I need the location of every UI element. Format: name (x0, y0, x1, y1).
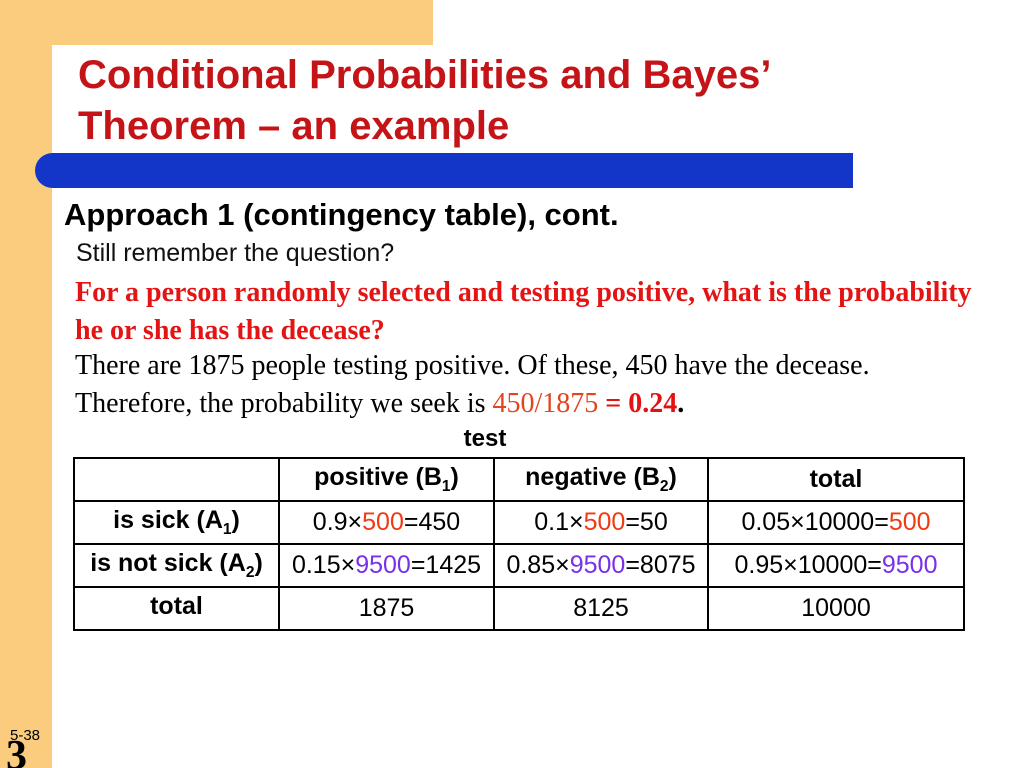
table-cell: 0.1×500=50 (493, 500, 709, 545)
header-subscript: 1 (441, 478, 451, 495)
cell-highlight: 500 (362, 508, 404, 536)
header-total: total (707, 457, 965, 502)
cell-text: 0.1× (534, 508, 584, 536)
cell-text: 0.85× (506, 551, 570, 579)
slide-number: 3 (6, 733, 27, 768)
conclusion-period: . (677, 388, 685, 419)
cell-text: =50 (625, 508, 668, 536)
slide-title-line1: Conditional Probabilities and Bayes’ (78, 53, 772, 97)
table-cell: 0.85×9500=8075 (493, 543, 709, 588)
row-label-subscript: 2 (245, 564, 255, 581)
fact-text: There are 1875 people testing positive. … (75, 350, 870, 381)
title-underline-bar (35, 153, 853, 188)
header-text: negative (B (525, 463, 660, 491)
table-cell: 10000 (707, 586, 965, 631)
section-heading: Approach 1 (contingency table), cont. (64, 197, 619, 232)
table-cell: 0.15×9500=1425 (278, 543, 495, 588)
row-label-is-sick: is sick (A1) (73, 500, 280, 545)
table-row: total 1875 8125 10000 (73, 586, 965, 631)
page-number-label: 5-38 (10, 727, 41, 744)
table-row: is sick (A1) 0.9×500=450 0.1×500=50 0.05… (73, 500, 965, 545)
table-cell: 0.05×10000=500 (707, 500, 965, 545)
row-label-text: ) (231, 506, 240, 534)
conclusion-result: = 0.24 (598, 388, 678, 419)
cell-highlight: 9500 (569, 551, 626, 579)
header-empty (73, 457, 280, 502)
header-positive: positive (B1) (278, 457, 495, 502)
cell-highlight: 500 (888, 508, 931, 536)
conclusion-fraction: 450/1875 (492, 388, 599, 419)
row-label-is-not-sick: is not sick (A2) (73, 543, 280, 588)
cell-text: 10000 (801, 594, 871, 622)
header-text: total (809, 465, 863, 493)
table-caption: test (463, 425, 507, 452)
question-line2: he or she has the decease? (75, 315, 385, 346)
cell-highlight: 9500 (355, 551, 411, 579)
header-text: ) (450, 463, 459, 491)
slide-title: Conditional Probabilities and Bayes’ Theo… (78, 50, 771, 152)
cell-highlight: 500 (583, 508, 626, 536)
table-header-row: positive (B1) negative (B2) total (73, 457, 965, 502)
orange-left-strip (0, 0, 52, 768)
cell-text: 1875 (358, 594, 415, 622)
cell-text: =8075 (625, 551, 696, 579)
intro-text: Still remember the question? (76, 239, 395, 267)
conclusion-text: Therefore, the probability we seek is 45… (75, 388, 684, 420)
conclusion-prefix: Therefore, the probability we seek is (75, 388, 493, 419)
header-subscript: 2 (659, 478, 669, 495)
cell-text: =450 (403, 508, 461, 536)
cell-text: 0.05×10000= (741, 508, 889, 536)
row-label-text: is sick (A (113, 506, 223, 534)
cell-text: 0.95×10000= (734, 551, 882, 579)
contingency-table: positive (B1) negative (B2) total is sic… (73, 457, 965, 631)
cell-text: 0.15× (291, 551, 356, 579)
row-label-text: is not sick (A (90, 549, 246, 577)
table-cell: 0.95×10000=9500 (707, 543, 965, 588)
question-text: For a person randomly selected and testi… (75, 274, 972, 350)
cell-highlight: 9500 (881, 551, 938, 579)
orange-top-strip (0, 0, 433, 45)
cell-text: 0.9× (312, 508, 363, 536)
cell-text: 8125 (573, 594, 629, 622)
row-label-text: total (150, 592, 203, 620)
header-text: positive (B (314, 463, 442, 491)
row-label-total: total (73, 586, 280, 631)
header-text: ) (668, 463, 677, 491)
table-cell: 8125 (493, 586, 709, 631)
row-label-text: ) (254, 549, 263, 577)
table-row: is not sick (A2) 0.15×9500=1425 0.85×950… (73, 543, 965, 588)
question-line1: For a person randomly selected and testi… (75, 277, 972, 308)
table-cell: 0.9×500=450 (278, 500, 495, 545)
slide-title-line2: Theorem – an example (78, 104, 510, 148)
cell-text: =1425 (410, 551, 482, 579)
table-cell: 1875 (278, 586, 495, 631)
header-negative: negative (B2) (493, 457, 709, 502)
row-label-subscript: 1 (222, 521, 232, 538)
